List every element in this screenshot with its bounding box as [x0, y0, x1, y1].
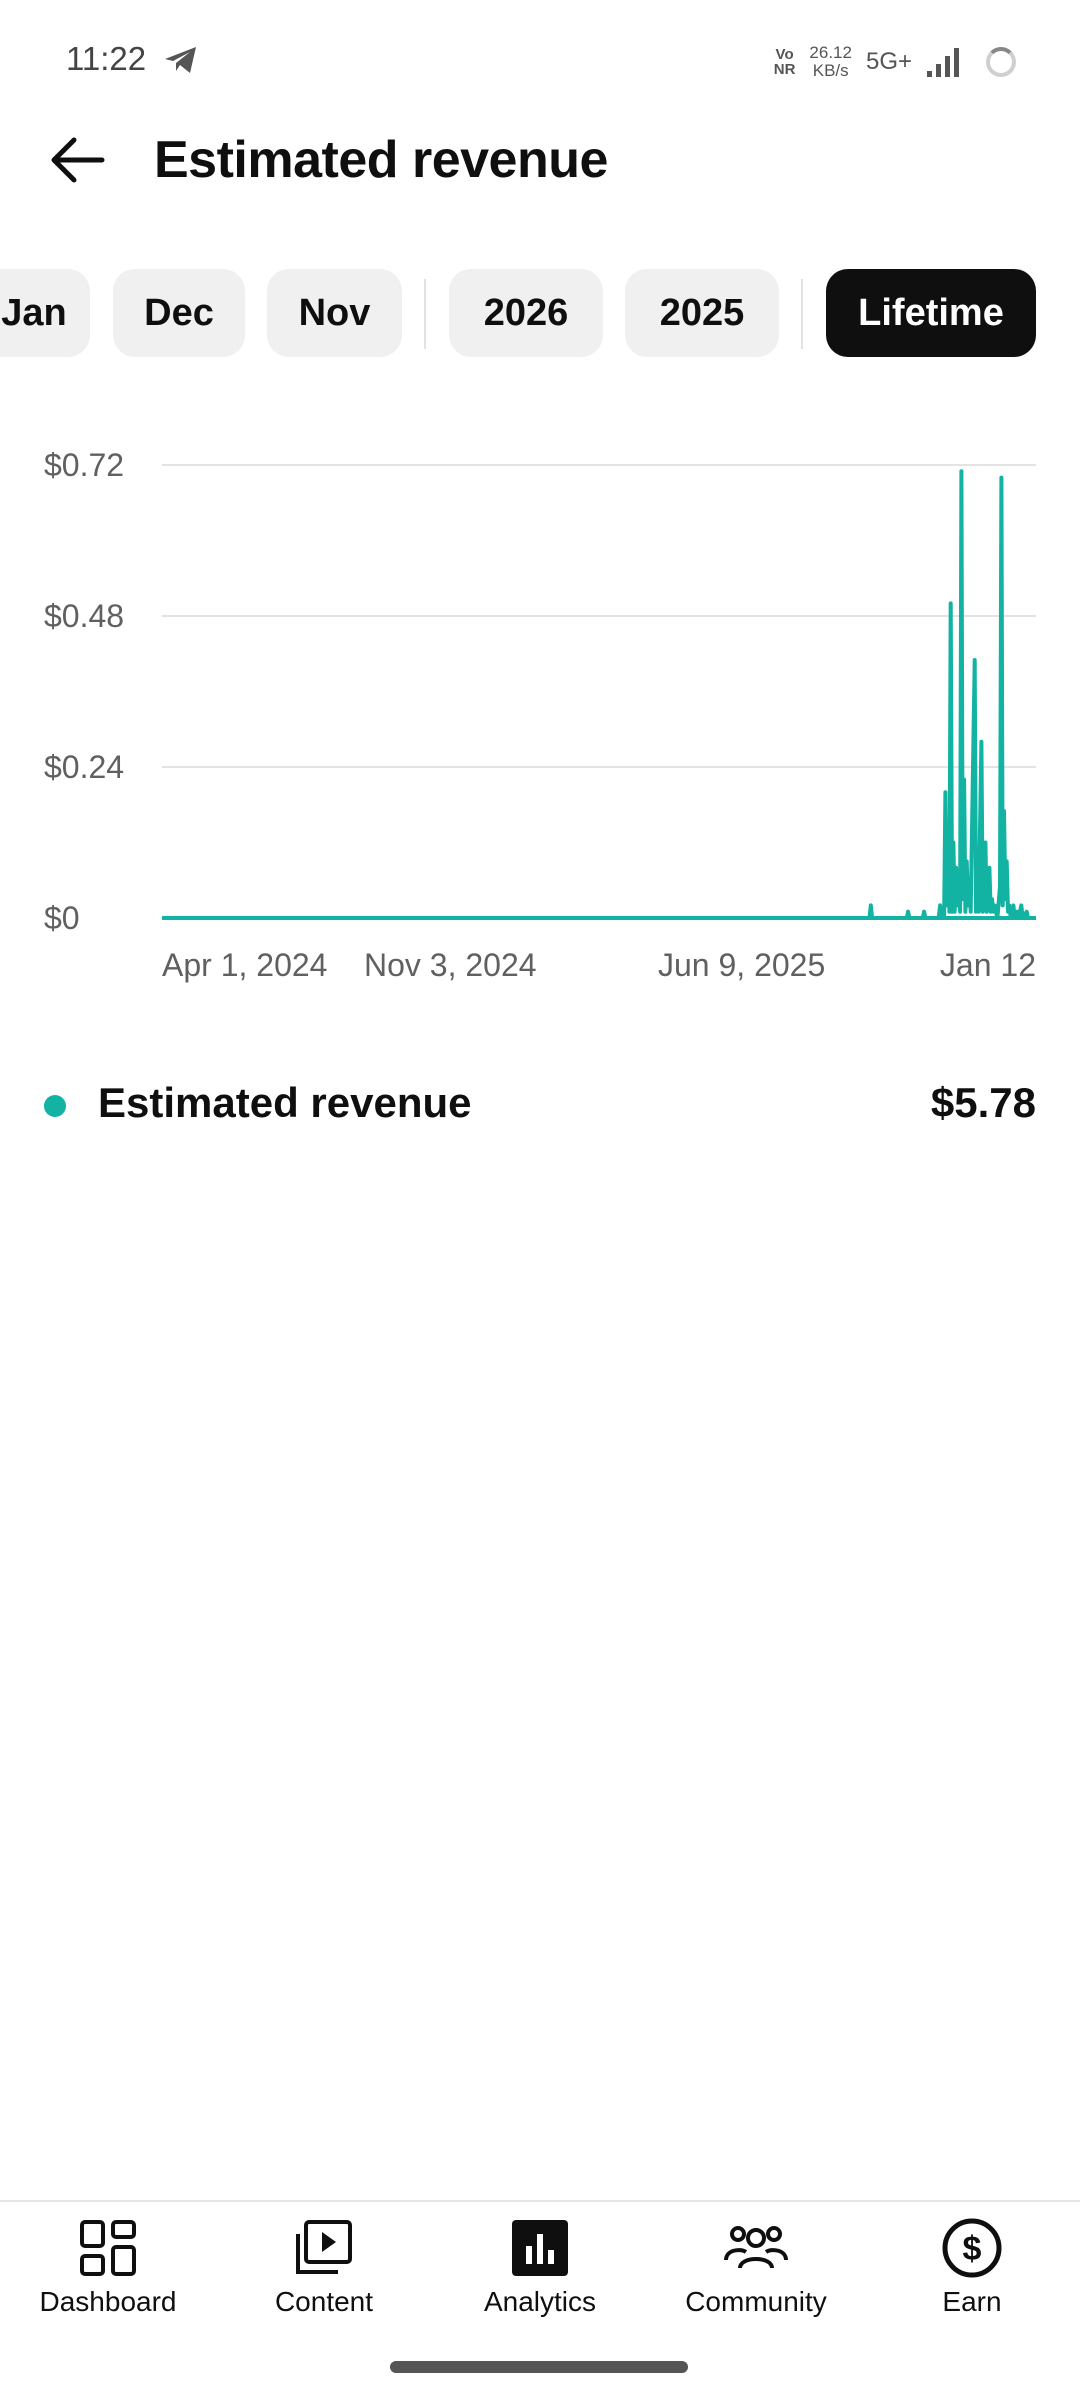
- legend-total-value: $5.78: [930, 1079, 1036, 1126]
- network-speed: 26.12 KB/s: [809, 43, 852, 80]
- x-tick-label: Apr 1, 2024: [162, 947, 327, 983]
- x-axis-ticks: Apr 1, 2024 Nov 3, 2024 Jun 9, 2025 Jan 12: [162, 947, 1036, 983]
- revenue-series-line: [162, 469, 1036, 920]
- x-tick-label: Jun 9, 2025: [658, 947, 825, 983]
- chip-dec[interactable]: Dec: [113, 269, 245, 357]
- signal-icon: [927, 48, 959, 77]
- earn-icon: $: [942, 2218, 1002, 2278]
- page-title: Estimated revenue: [154, 131, 608, 189]
- nav-label: Dashboard: [39, 2286, 177, 2317]
- dashboard-icon: [80, 2220, 136, 2276]
- legend-label: Estimated revenue: [98, 1079, 472, 1126]
- chart-gridlines: [162, 464, 1036, 768]
- network-type: 5G+: [865, 48, 912, 75]
- chip-2025[interactable]: 2025: [625, 269, 779, 357]
- nav-label: Content: [274, 2286, 374, 2317]
- analytics-icon: [512, 2220, 568, 2276]
- x-tick-label: Jan 12: [940, 947, 1036, 983]
- y-tick-label: $0.24: [44, 749, 124, 785]
- y-tick-label: $0.48: [44, 598, 124, 634]
- chip-lifetime[interactable]: Lifetime: [826, 269, 1036, 357]
- volte-indicator: Vo NR: [773, 46, 796, 78]
- home-indicator[interactable]: [390, 2361, 688, 2373]
- battery-icon: [986, 47, 1016, 77]
- arrow-left-icon: [51, 137, 105, 183]
- x-tick-label: Nov 3, 2024: [364, 947, 537, 983]
- content-icon: [296, 2220, 352, 2274]
- nav-earn[interactable]: $ Earn: [872, 2216, 1072, 2336]
- nav-community[interactable]: Community: [656, 2216, 856, 2336]
- back-button[interactable]: [46, 128, 110, 192]
- community-icon: [724, 2226, 788, 2269]
- y-tick-label: $0.72: [44, 447, 124, 483]
- nav-label: Earn: [942, 2286, 1002, 2317]
- status-time: 11:22: [66, 40, 147, 77]
- y-axis-ticks: $0.72 $0.48 $0.24 $0: [44, 447, 124, 936]
- telegram-icon: [165, 47, 196, 73]
- status-indicators: Vo NR 26.12 KB/s 5G+: [774, 40, 1016, 84]
- chip-2026[interactable]: 2026: [449, 269, 603, 357]
- chip-jan[interactable]: Jan: [0, 269, 90, 357]
- y-tick-label: $0: [44, 900, 80, 936]
- app-header: Estimated revenue: [0, 120, 1080, 202]
- legend-color-dot: [44, 1095, 66, 1117]
- chip-nov[interactable]: Nov: [267, 269, 402, 357]
- svg-text:$: $: [963, 2230, 982, 2268]
- chip-divider: [801, 279, 803, 349]
- nav-dashboard[interactable]: Dashboard: [8, 2216, 208, 2336]
- nav-content[interactable]: Content: [224, 2216, 424, 2336]
- revenue-chart[interactable]: $0.72 $0.48 $0.24 $0 Apr 1, 2024 Nov 3, 2024…: [0, 430, 1080, 1000]
- nav-analytics[interactable]: Analytics: [440, 2216, 640, 2336]
- nav-label: Analytics: [483, 2286, 597, 2317]
- chart-legend: Estimated revenue $5.78: [42, 1075, 1042, 1135]
- chip-divider: [424, 279, 426, 349]
- period-filter-chips: Jan Dec Nov 2026 2025 Lifetime: [0, 269, 1080, 359]
- status-bar: 11:22 Vo NR 26.12 KB/s 5G+: [0, 0, 1080, 120]
- nav-label: Community: [685, 2286, 827, 2317]
